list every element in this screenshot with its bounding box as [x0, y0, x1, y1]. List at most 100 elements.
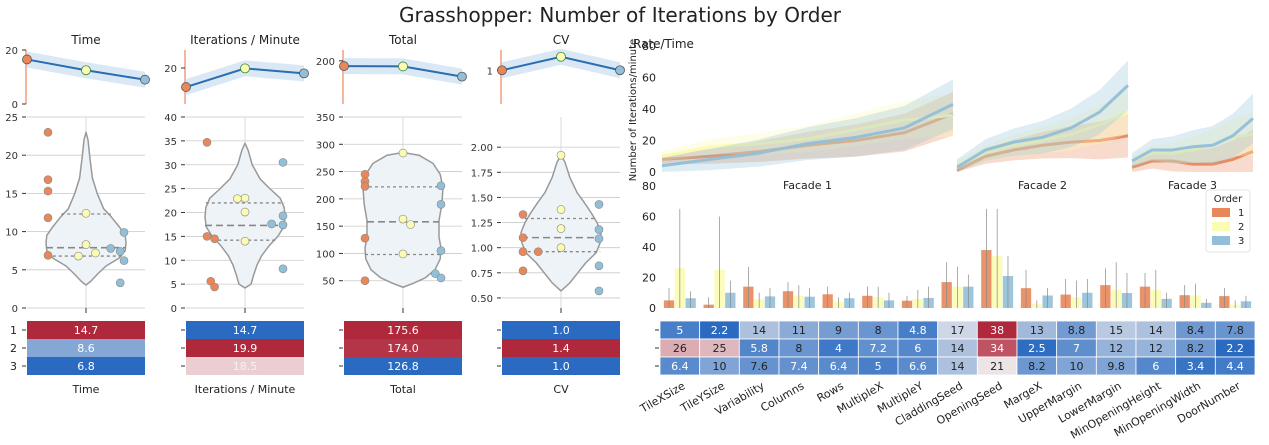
- trend-point-1: [22, 54, 32, 65]
- panel-title-0: Time: [70, 33, 100, 47]
- bar-heat-value: 14: [1149, 324, 1163, 337]
- bar-heat-value: 17: [951, 324, 965, 337]
- rate-line-order-1: [1131, 150, 1254, 169]
- violin-point-order-3: [119, 228, 129, 237]
- violin-point-order-1: [360, 182, 370, 191]
- bar-heat-value: 8.4: [1187, 324, 1205, 337]
- violin-body: [520, 154, 602, 292]
- heat-value: 6.8: [77, 360, 95, 373]
- violin-point-order-1: [518, 210, 528, 219]
- heat-cell: [27, 339, 145, 357]
- bar-heat-value: 8.2: [1028, 360, 1046, 373]
- heat-cell: [186, 321, 304, 339]
- trend-tick-label: 200: [316, 57, 335, 68]
- panel-title-2: Total: [388, 33, 417, 47]
- bar-heat-value: 21: [990, 360, 1004, 373]
- trend-point-1: [497, 65, 507, 76]
- bar-heat-value: 8.8: [1068, 324, 1086, 337]
- violin-point-order-2: [556, 150, 566, 160]
- bar-heat-value: 7.4: [790, 360, 808, 373]
- violin-point-order-2: [81, 240, 91, 249]
- violin-tick-label: 2.00: [471, 143, 493, 154]
- panel-xlabel-3: CV: [553, 383, 569, 396]
- bar-heat-value: 7: [1073, 342, 1080, 355]
- violin-point-order-3: [106, 244, 115, 253]
- violin-point-order-3: [278, 158, 288, 167]
- heat-value: 174.0: [387, 342, 419, 355]
- rate-line-order-1: [956, 134, 1129, 172]
- violin-point-order-1: [202, 232, 212, 241]
- violin-tick-label: 15: [5, 189, 18, 200]
- violin-point-order-1: [43, 186, 53, 196]
- violin-point-order-3: [115, 278, 125, 288]
- bar-heat-value: 2.5: [1028, 342, 1046, 355]
- heat-value: 1.0: [552, 360, 570, 373]
- violin-point-order-2: [74, 251, 83, 261]
- trend-point-3: [457, 71, 467, 82]
- violin-point-order-2: [398, 148, 408, 158]
- legend-swatch-3: [1212, 236, 1230, 245]
- trend-ci-band: [186, 60, 304, 96]
- violin-point-order-3: [436, 200, 446, 209]
- panel-xlabel-0: Time: [72, 383, 100, 396]
- heat-value: 126.8: [387, 360, 419, 373]
- violin-point-order-1: [202, 138, 212, 147]
- rate-line-order-3: [956, 84, 1130, 169]
- violin-point-order-3: [436, 181, 446, 191]
- violin-tick-label: 300: [316, 140, 335, 151]
- violin-tick-label: 0: [12, 304, 18, 315]
- rate-line-order-1: [661, 112, 954, 161]
- trend-point-2: [81, 65, 91, 76]
- violin-point-order-2: [240, 193, 250, 203]
- violin-point-order-1: [518, 266, 528, 276]
- heat-row-label: 3: [10, 360, 17, 373]
- trend-ci-band: [502, 48, 620, 79]
- trend-point-3: [140, 74, 150, 85]
- legend-label-2: 2: [1238, 222, 1244, 233]
- legend-label-3: 3: [1238, 236, 1244, 247]
- violin-point-order-3: [594, 261, 604, 271]
- bar-heat-value: 6.6: [909, 360, 927, 373]
- bar-heat-value: 5: [875, 360, 882, 373]
- legend-swatch-1: [1212, 208, 1230, 217]
- heat-value: 175.6: [387, 324, 419, 337]
- bar-heat-value: 3.4: [1187, 360, 1205, 373]
- heat-cell: [502, 357, 620, 375]
- heat-value: 8.6: [77, 342, 95, 355]
- bar-heat-value: 34: [990, 342, 1004, 355]
- violin-point-order-1: [43, 213, 53, 223]
- violin-tick-label: 10: [164, 256, 177, 267]
- violin-point-order-3: [436, 273, 446, 283]
- bar-heat-value: 7.2: [869, 342, 887, 355]
- legend-title: Order: [1214, 194, 1243, 205]
- bar-legend: Order 1 2 3: [1205, 189, 1251, 253]
- bar-heat-value: 38: [990, 324, 1004, 337]
- violin-point-order-2: [91, 248, 100, 258]
- facet-label-2: Facade 2: [1018, 179, 1067, 192]
- heat-value: 1.0: [552, 324, 570, 337]
- rate-line-order-3: [1131, 117, 1254, 163]
- bar-heat-value: 14: [752, 324, 766, 337]
- rate-title: Rate/Time: [633, 37, 694, 51]
- heat-cell: [502, 321, 620, 339]
- violin-point-order-3: [436, 246, 446, 255]
- trend-tick-label: 20: [164, 64, 177, 75]
- violin-tick-label: 1.75: [471, 168, 493, 179]
- heat-cell: [344, 339, 462, 357]
- violin-tick-label: 20: [164, 209, 177, 220]
- violin-tick-label: 0: [171, 304, 177, 315]
- heat-cell: [186, 339, 304, 357]
- facet-label-3: Facade 3: [1168, 179, 1217, 192]
- facet-label-1: Facade 1: [783, 179, 832, 192]
- violin-point-order-1: [43, 127, 53, 137]
- bar-tick-label: 80: [642, 180, 656, 193]
- violin-point-order-1: [518, 233, 528, 242]
- violin-point-order-3: [594, 200, 604, 209]
- rate-ci-band: [662, 79, 953, 172]
- panel-title-1: Iterations / Minute: [190, 33, 300, 47]
- trend-point-1: [181, 82, 191, 92]
- heat-value: 19.9: [233, 342, 258, 355]
- violin-point-order-2: [406, 220, 415, 229]
- bar-heat-value: 25: [713, 342, 727, 355]
- violin-point-order-3: [278, 220, 288, 230]
